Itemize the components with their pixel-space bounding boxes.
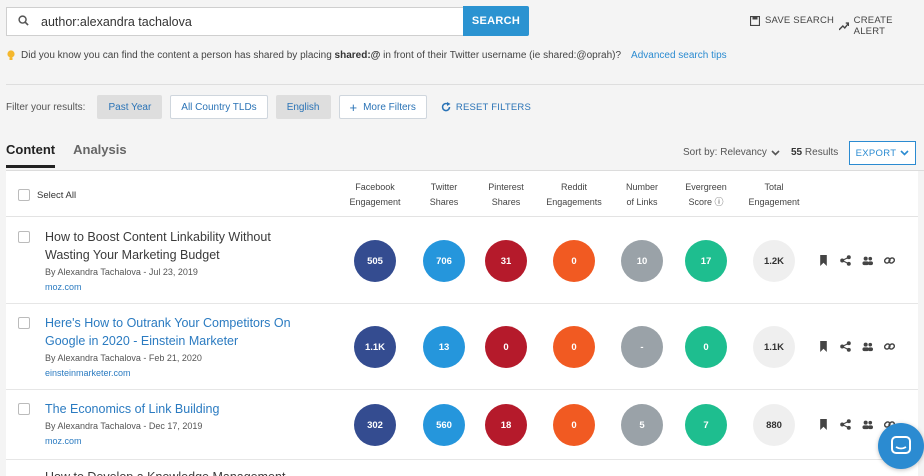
reddit-engagements-value: 0 <box>553 404 595 446</box>
search-box[interactable] <box>6 7 464 36</box>
row-checkbox[interactable] <box>18 231 30 243</box>
tab-analysis[interactable]: Analysis <box>73 142 127 157</box>
row-checkbox[interactable] <box>18 403 30 415</box>
chevron-down-icon <box>900 150 909 156</box>
row-actions <box>818 419 895 430</box>
create-alert-button[interactable]: CREATE ALERT <box>839 15 924 37</box>
people-icon[interactable] <box>862 341 873 352</box>
view-tabs: Content Analysis <box>6 142 127 168</box>
reset-icon <box>441 102 451 112</box>
filter-english[interactable]: English <box>275 95 331 119</box>
save-search-button[interactable]: SAVE SEARCH <box>750 15 834 26</box>
divider <box>6 84 924 85</box>
filter-bar: Filter your results: Past Year All Count… <box>6 95 531 119</box>
search-button[interactable]: SEARCH <box>463 6 529 36</box>
evergreen-score-value: 17 <box>685 240 727 282</box>
evergreen-score-value: 7 <box>685 404 727 446</box>
bookmark-icon[interactable] <box>818 341 829 352</box>
col-pinterest-shares[interactable]: Pinterest Shares <box>488 182 524 207</box>
article-meta: By Alexandra Tachalova - Jul 23, 2019 <box>45 267 198 277</box>
trend-icon <box>839 22 849 31</box>
sort-dropdown[interactable]: Sort by: Relevancy <box>683 147 780 158</box>
pinterest-shares-value: 31 <box>485 240 527 282</box>
table-row: How to Boost Content Linkability Without… <box>6 218 918 304</box>
people-icon[interactable] <box>862 419 873 430</box>
col-number-of-links[interactable]: Number of Links <box>625 182 659 207</box>
row-actions <box>818 255 895 266</box>
table-row: The Economics of Link Building By Alexan… <box>6 390 918 460</box>
create-alert-label: CREATE ALERT <box>853 15 893 37</box>
share-icon[interactable] <box>840 419 851 430</box>
col-twitter-shares[interactable]: Twitter Shares <box>429 182 459 207</box>
article-title[interactable]: How to Develop a Knowledge Management <box>45 468 345 476</box>
reset-filters-button[interactable]: RESET FILTERS <box>441 102 531 113</box>
bookmark-icon[interactable] <box>818 419 829 430</box>
col-facebook-engagement[interactable]: Facebook Engagement <box>349 182 401 207</box>
article-title[interactable]: How to Boost Content Linkability Without… <box>45 230 271 262</box>
article-meta: By Alexandra Tachalova - Dec 17, 2019 <box>45 421 203 431</box>
results-count: 55 Results <box>791 147 839 158</box>
row-checkbox[interactable] <box>18 317 30 329</box>
article-title[interactable]: Here's How to Outrank Your Competitors O… <box>45 316 291 348</box>
facebook-engagement-value: 302 <box>354 404 396 446</box>
search-icon <box>11 14 35 29</box>
twitter-shares-value: 13 <box>423 326 465 368</box>
search-tip: Did you know you can find the content a … <box>7 50 727 61</box>
total-engagement-value: 1.1K <box>753 326 795 368</box>
table-row: How to Develop a Knowledge Management <box>6 460 918 476</box>
twitter-shares-value: 560 <box>423 404 465 446</box>
pinterest-shares-value: 0 <box>485 326 527 368</box>
save-search-label: SAVE SEARCH <box>765 15 835 26</box>
select-all-checkbox[interactable] <box>18 189 30 201</box>
total-engagement-value: 1.2K <box>753 240 795 282</box>
results-table: Select All Facebook Engagement Twitter Sha… <box>6 171 918 476</box>
lightbulb-icon <box>7 50 15 60</box>
pinterest-shares-value: 18 <box>485 404 527 446</box>
article-title[interactable]: The Economics of Link Building <box>45 402 220 416</box>
link-icon[interactable] <box>884 341 895 352</box>
divider <box>6 170 924 171</box>
article-domain[interactable]: einsteinmarketer.com <box>45 368 131 378</box>
people-icon[interactable] <box>862 255 873 266</box>
save-icon <box>750 15 760 26</box>
more-filters-button[interactable]: + More Filters <box>338 95 427 119</box>
search-input[interactable] <box>41 14 441 29</box>
facebook-engagement-value: 1.1K <box>354 326 396 368</box>
chevron-down-icon <box>771 149 780 156</box>
share-icon[interactable] <box>840 341 851 352</box>
article-domain[interactable]: moz.com <box>45 282 82 292</box>
share-icon[interactable] <box>840 255 851 266</box>
reddit-engagements-value: 0 <box>553 326 595 368</box>
article-domain[interactable]: moz.com <box>45 436 82 446</box>
number-of-links-value: 5 <box>621 404 663 446</box>
chat-widget-button[interactable] <box>878 423 924 469</box>
chat-icon <box>891 436 911 454</box>
evergreen-score-value: 0 <box>685 326 727 368</box>
select-all-label: Select All <box>37 190 77 201</box>
number-of-links-value: - <box>621 326 663 368</box>
total-engagement-value: 880 <box>753 404 795 446</box>
twitter-shares-value: 706 <box>423 240 465 282</box>
col-reddit-engagements[interactable]: Reddit Engagements <box>546 182 602 207</box>
number-of-links-value: 10 <box>621 240 663 282</box>
bookmark-icon[interactable] <box>818 255 829 266</box>
advanced-search-tips-link[interactable]: Advanced search tips <box>631 50 727 61</box>
col-total-engagement[interactable]: Total Engagement <box>748 182 800 207</box>
tab-content[interactable]: Content <box>6 142 56 168</box>
export-button[interactable]: EXPORT <box>849 141 916 165</box>
filter-label: Filter your results: <box>6 101 86 113</box>
filter-past-year[interactable]: Past Year <box>97 95 163 119</box>
col-evergreen-score[interactable]: Evergreen Score ⓘ <box>685 182 727 207</box>
table-row: Here's How to Outrank Your Competitors O… <box>6 304 918 390</box>
article-meta: By Alexandra Tachalova - Feb 21, 2020 <box>45 353 202 363</box>
plus-icon: + <box>349 99 358 115</box>
link-icon[interactable] <box>884 255 895 266</box>
filter-country-tlds[interactable]: All Country TLDs <box>170 95 268 119</box>
tip-text: Did you know you can find the content a … <box>21 50 622 61</box>
table-header: Select All Facebook Engagement Twitter Sha… <box>6 171 918 217</box>
facebook-engagement-value: 505 <box>354 240 396 282</box>
reddit-engagements-value: 0 <box>553 240 595 282</box>
row-actions <box>818 341 895 352</box>
